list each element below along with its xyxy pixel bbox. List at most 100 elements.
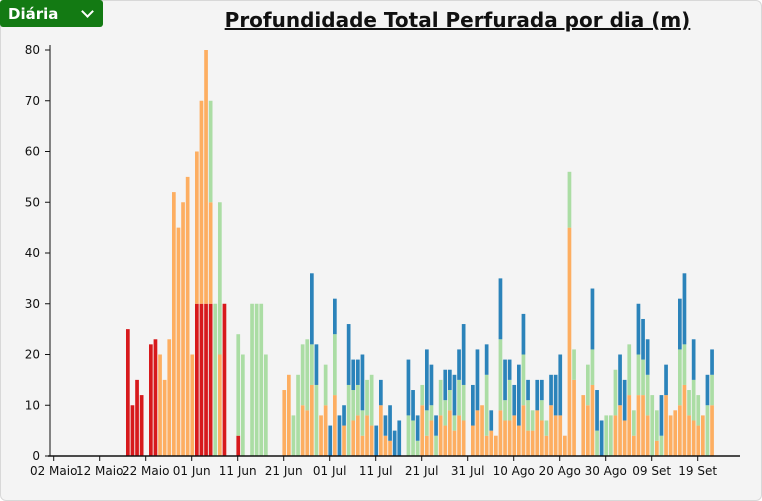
y-tick-label: 10 xyxy=(25,398,40,412)
bar-segment-orange xyxy=(696,425,701,456)
bar-segment-blue xyxy=(388,405,392,441)
bar-segment-orange xyxy=(287,374,291,456)
x-tick-label: 12 Maio xyxy=(76,464,123,478)
bar-segment-green xyxy=(461,384,466,421)
bar-segment-orange xyxy=(484,435,489,456)
bar-segment-green xyxy=(356,384,360,416)
bar-segment-green xyxy=(218,202,222,355)
bar-segment-orange xyxy=(323,405,328,456)
bar-segment-blue xyxy=(549,374,553,406)
bar-segment-orange xyxy=(333,395,337,456)
bar-segment-green xyxy=(310,344,314,385)
bar-segment-green xyxy=(213,303,218,456)
bar-segment-orange xyxy=(300,405,305,456)
bar-segment-red xyxy=(195,303,199,456)
bar-segment-blue xyxy=(498,278,503,340)
bar-segment-orange xyxy=(553,415,558,456)
bar-segment-orange xyxy=(461,420,466,456)
bar-segment-green xyxy=(300,344,305,406)
bar-segment-green xyxy=(208,100,213,203)
bar-segment-green xyxy=(691,379,696,421)
bar-segment-orange xyxy=(195,151,199,304)
x-tick-label: 10 Ago xyxy=(493,464,535,478)
bar-segment-green xyxy=(457,379,461,416)
bar-segment-blue xyxy=(590,288,595,350)
bar-segment-green xyxy=(434,435,438,456)
bar-segment-orange xyxy=(429,420,434,456)
bar-segment-green xyxy=(544,420,549,436)
bar-segment-orange xyxy=(558,415,563,456)
bar-segment-blue xyxy=(443,369,448,401)
bar-segment-orange xyxy=(218,354,222,456)
bar-segment-orange xyxy=(494,435,498,456)
bar-segment-green xyxy=(250,303,254,456)
x-tick-label: 01 Jul xyxy=(313,464,347,478)
bar-segment-red xyxy=(208,303,213,456)
bar-segment-blue xyxy=(397,420,402,456)
bar-segment-blue xyxy=(392,430,397,456)
bar-segment-orange xyxy=(632,435,636,456)
bar-segment-blue xyxy=(710,349,714,375)
bar-segment-blue xyxy=(507,359,512,380)
bar-segment-orange xyxy=(452,430,457,456)
bar-segment-orange xyxy=(167,339,172,456)
x-tick-label: 21 Jul xyxy=(405,464,439,478)
bar-segment-orange xyxy=(379,405,383,456)
bar-segment-blue xyxy=(645,339,650,375)
bar-segment-blue xyxy=(314,344,319,385)
bar-segment-blue xyxy=(664,364,668,396)
bar-segment-orange xyxy=(586,405,590,456)
bar-segment-orange xyxy=(507,420,512,456)
x-tick-label: 02 Maio xyxy=(30,464,77,478)
bar-segment-red xyxy=(130,405,135,456)
bar-segment-blue xyxy=(682,273,687,345)
period-dropdown[interactable]: Diária xyxy=(0,0,103,27)
bar-segment-green xyxy=(503,400,507,421)
bar-segment-orange xyxy=(540,420,544,456)
bar-segment-red xyxy=(236,435,241,456)
bar-segment-blue xyxy=(471,384,475,426)
bar-segment-red xyxy=(222,303,227,456)
bar-segment-green xyxy=(710,374,714,406)
bar-segment-green xyxy=(236,334,241,436)
bar-segment-blue xyxy=(434,415,438,436)
bar-segment-green xyxy=(572,349,576,380)
bar-segment-orange xyxy=(544,435,549,456)
bar-segment-blue xyxy=(452,374,457,416)
period-dropdown-value: Diária xyxy=(8,4,59,23)
y-tick-label: 40 xyxy=(25,246,40,260)
bar-segment-orange xyxy=(356,415,360,456)
bar-segment-blue xyxy=(641,318,645,360)
bar-segment-green xyxy=(360,410,365,436)
bar-segment-orange xyxy=(282,390,287,456)
bar-segment-blue xyxy=(310,273,314,345)
bar-segment-blue xyxy=(475,349,480,411)
bar-segment-blue xyxy=(636,303,641,355)
bar-segment-orange xyxy=(388,440,392,456)
bar-segment-blue xyxy=(512,384,517,416)
bar-segment-green xyxy=(595,430,599,456)
bar-segment-blue xyxy=(360,354,365,411)
bar-segment-green xyxy=(351,390,356,421)
bar-segment-blue xyxy=(595,390,599,431)
bar-segment-orange xyxy=(360,435,365,456)
bar-segment-orange xyxy=(475,410,480,456)
bar-segment-green xyxy=(346,384,351,456)
bar-segment-blue xyxy=(328,425,333,456)
bar-segment-green xyxy=(296,374,300,456)
bar-segment-orange xyxy=(710,405,714,456)
bar-segment-blue xyxy=(351,359,356,391)
bar-segment-orange xyxy=(563,435,567,456)
bar-segment-blue xyxy=(558,354,563,416)
bar-segment-green xyxy=(530,410,535,431)
bar-segment-red xyxy=(135,379,139,456)
bar-segment-green xyxy=(425,410,429,436)
bar-segment-green xyxy=(590,349,595,385)
bar-segment-green xyxy=(406,415,411,456)
bar-segment-orange xyxy=(687,415,691,456)
bar-segment-green xyxy=(333,334,337,396)
bar-segment-green xyxy=(678,349,682,406)
x-tick-label: 31 Jul xyxy=(451,464,485,478)
chart-title: Profundidade Total Perfurada por dia (m) xyxy=(224,8,691,32)
